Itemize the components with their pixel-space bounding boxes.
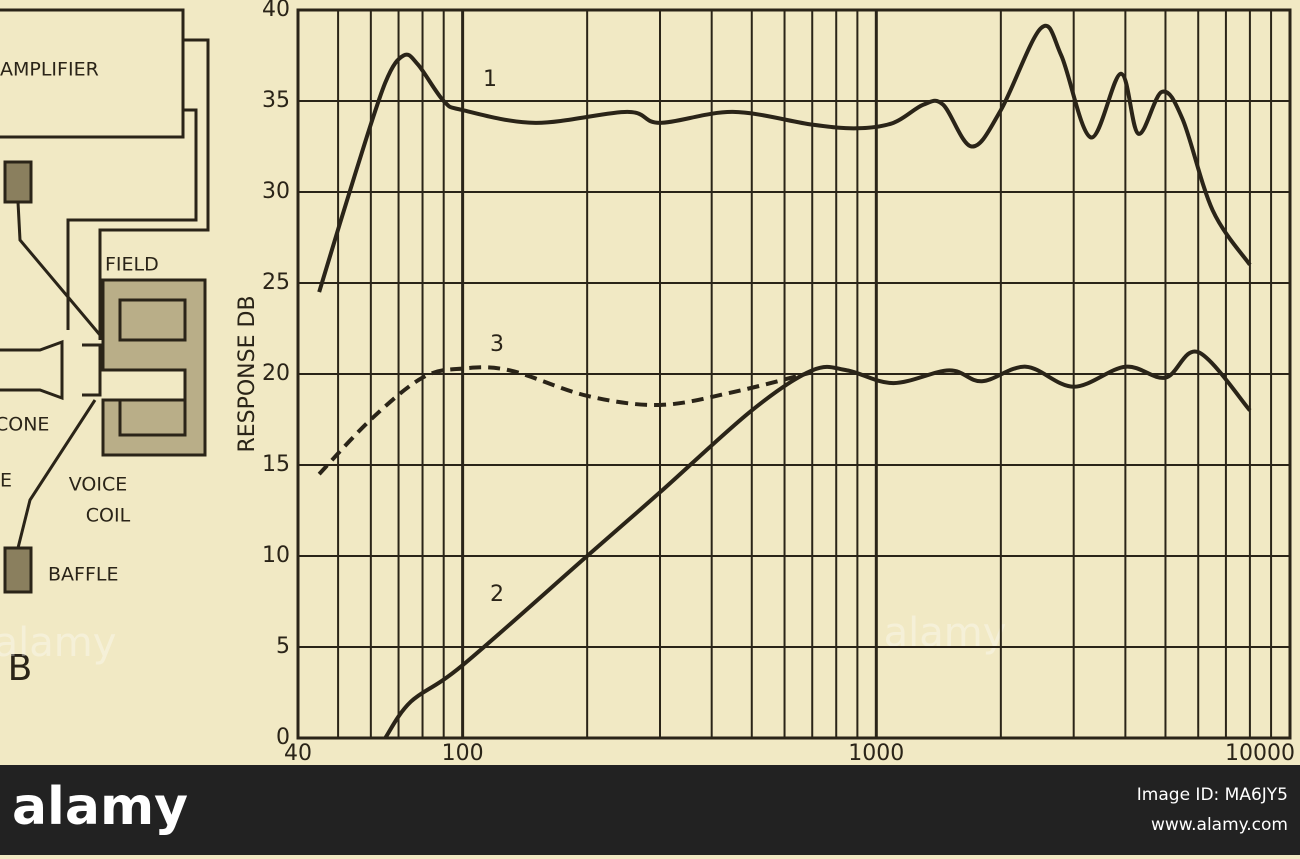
- baffle-top: [3, 160, 33, 204]
- curve-label: 1: [483, 67, 497, 92]
- y-tick-label: 30: [262, 179, 290, 204]
- cone-lines: [16, 201, 102, 549]
- voice-coil: [82, 343, 102, 397]
- watermark: alamy: [884, 610, 1007, 656]
- x-tick-label: 100: [442, 741, 484, 766]
- y-tick-label: 5: [276, 634, 290, 659]
- x-tick-label: 40: [284, 741, 312, 766]
- cone-label: CONE: [0, 414, 49, 436]
- series-line: [383, 349, 1252, 740]
- y-tick-label: 10: [262, 543, 290, 568]
- y-tick-label: 25: [262, 270, 290, 295]
- image-id: Image ID: MA6JY5: [1137, 785, 1288, 805]
- y-tick-label: 15: [262, 452, 290, 477]
- amplifier-label: AMPLIFIER: [0, 59, 99, 81]
- curve-label: 3: [490, 332, 504, 357]
- panel-label: B: [8, 648, 33, 689]
- footer-bar: [0, 765, 1300, 855]
- diagram: [0, 8, 210, 594]
- cone-shape: [0, 339, 64, 401]
- footer-logo: alamy: [12, 777, 188, 837]
- field-magnet: [101, 278, 207, 457]
- x-tick-label: 10000: [1225, 741, 1295, 766]
- wires: [66, 38, 210, 340]
- cut-label: E: [0, 470, 12, 492]
- amplifier-box: [0, 8, 185, 139]
- y-tick-label: 20: [262, 361, 290, 386]
- field-label: FIELD: [105, 254, 159, 276]
- baffle-bottom: [3, 546, 33, 594]
- series-line: [317, 365, 813, 476]
- series-line: [317, 24, 1252, 293]
- baffle-label: BAFFLE: [48, 564, 118, 586]
- y-axis-label: RESPONSE DB: [235, 295, 260, 452]
- y-tick-label: 0: [276, 725, 290, 750]
- footer-url: www.alamy.com: [1151, 815, 1288, 835]
- y-tick-label: 35: [262, 88, 290, 113]
- y-tick-label: 40: [262, 0, 290, 22]
- coil-label: COIL: [86, 505, 131, 527]
- x-tick-label: 1000: [848, 741, 904, 766]
- curve-label: 2: [490, 582, 504, 607]
- voice-label: VOICE: [69, 474, 128, 496]
- watermark: alamy: [0, 620, 116, 666]
